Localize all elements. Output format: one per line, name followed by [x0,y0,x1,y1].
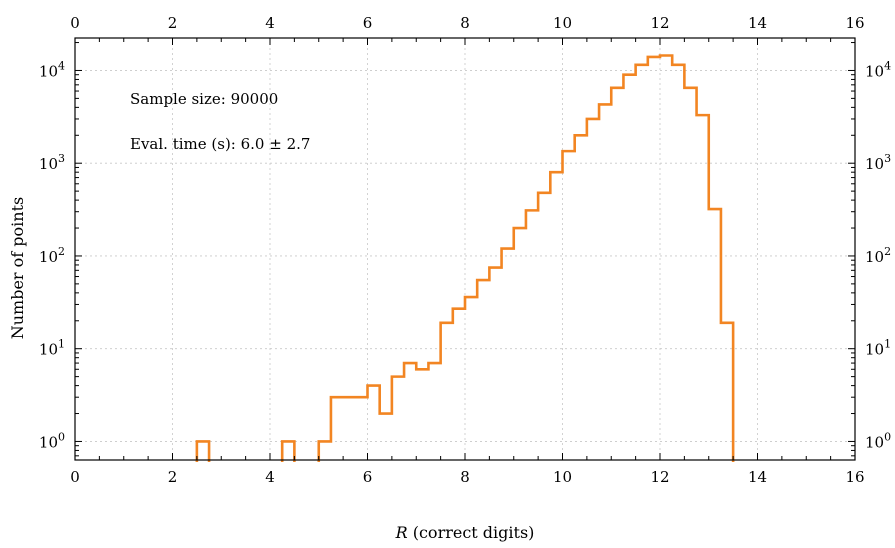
y-tick-label-left: 100 [39,430,65,451]
y-tick-base: 10 [39,248,58,266]
histogram-bin [697,115,709,460]
x-tick-label-top: 8 [460,14,470,32]
y-tick-label-right: 102 [865,245,891,266]
x-tick-label-top: 0 [70,14,80,32]
x-tick-label-top: 12 [650,14,669,32]
x-tick-label: 0 [70,468,80,486]
x-tick-label-top: 14 [748,14,767,32]
x-axis-label: R (correct digits) [395,523,535,542]
y-tick-base: 10 [39,433,58,451]
histogram-bin [550,172,562,460]
histogram-bin [660,55,672,460]
histogram-bin [563,151,575,460]
x-tick-label: 4 [265,468,275,486]
histogram-bin [648,57,660,460]
y-tick-exponent: 4 [58,59,65,72]
x-tick-label-top: 4 [265,14,275,32]
y-tick-base: 10 [865,62,884,80]
grid-lines [74,38,856,460]
histogram-bin [611,88,623,460]
histogram-bin [575,135,587,460]
x-tick-label-top: 6 [363,14,373,32]
y-tick-label-left: 102 [39,245,65,266]
y-tick-label-right: 101 [865,338,891,359]
y-tick-label-left: 103 [39,152,65,173]
y-tick-base: 10 [39,155,58,173]
y-tick-base: 10 [865,341,884,359]
x-tick-label: 2 [168,468,178,486]
histogram-bin [331,397,368,460]
histogram-bin [319,441,331,460]
histogram-bin [502,249,514,460]
annotation-eval-time: Eval. time (s): 6.0 ± 2.7 [130,135,310,153]
y-tick-label-right: 100 [865,430,891,451]
x-tick-label-top: 2 [168,14,178,32]
histogram-bin [538,193,550,460]
y-tick-exponent: 2 [884,245,891,258]
y-tick-exponent: 3 [884,152,891,165]
x-axis-label-var: R [395,523,408,542]
histogram-bin [526,210,538,460]
y-tick-base: 10 [865,155,884,173]
y-tick-exponent: 4 [884,59,891,72]
histogram-bin [282,441,294,460]
histogram-bin [672,65,684,460]
annotation-sample-size: Sample size: 90000 [130,90,278,108]
histogram-bin [684,88,696,460]
y-axis-label: Number of points [8,197,27,340]
x-tick-label: 6 [363,468,373,486]
y-tick-exponent: 3 [58,152,65,165]
y-tick-exponent: 1 [884,338,891,351]
histogram-bin [514,228,526,460]
histogram-bin [477,280,489,460]
y-tick-label-left: 101 [39,338,65,359]
y-tick-exponent: 0 [58,430,65,443]
y-tick-base: 10 [865,248,884,266]
x-axis-label-rest: (correct digits) [408,523,535,542]
y-tick-label-left: 104 [39,59,65,80]
y-tick-base: 10 [865,433,884,451]
histogram-bin [587,119,599,460]
histogram-bin [404,363,416,460]
histogram-bin [392,377,404,460]
axis-ticks [74,38,856,460]
histogram-bin [636,65,648,460]
histogram-bins [197,55,733,460]
y-tick-exponent: 1 [58,338,65,351]
x-tick-label: 14 [748,468,767,486]
histogram-bin [623,75,635,460]
x-tick-label-top: 10 [553,14,572,32]
y-tick-label-right: 104 [865,59,891,80]
histogram-bin [489,268,501,460]
x-tick-label: 10 [553,468,572,486]
y-tick-exponent: 2 [58,245,65,258]
x-tick-label: 12 [650,468,669,486]
histogram-bin [721,323,733,460]
histogram-bin [441,323,453,460]
x-tick-label: 16 [845,468,864,486]
histogram-bin [599,104,611,460]
y-tick-base: 10 [39,341,58,359]
histogram-bin [380,414,392,460]
histogram-bin [197,441,209,460]
histogram-outline [195,54,735,462]
histogram-bin [368,386,380,460]
y-tick-label-right: 103 [865,152,891,173]
histogram-bin [465,297,477,460]
y-tick-base: 10 [39,62,58,80]
y-tick-exponent: 0 [884,430,891,443]
x-tick-label-top: 16 [845,14,864,32]
histogram-bin [709,209,721,460]
histogram-bin [428,363,440,460]
histogram-bin [453,309,465,460]
x-tick-label: 8 [460,468,470,486]
histogram-bin [416,369,428,460]
